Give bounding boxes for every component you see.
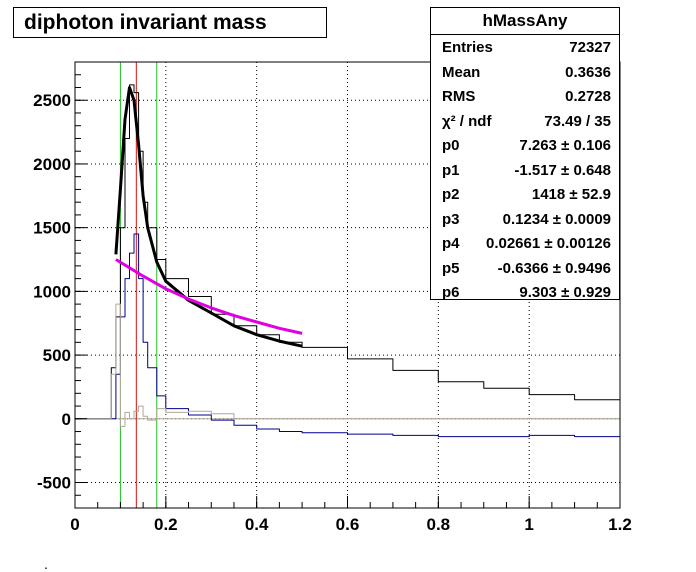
stats-row: p5 -0.6366 ± 0.9496 (431, 257, 619, 281)
series-histogram-sideband (75, 303, 620, 427)
stats-value: 0.2728 (565, 88, 611, 105)
x-axis: 0 0.2 0.4 0.6 0.8 1 1.2 (70, 496, 632, 534)
stats-value: -0.6366 ± 0.9496 (497, 259, 611, 277)
stats-value: 0.1234 ± 0.0009 (502, 210, 611, 228)
stats-value: 72327 (569, 39, 611, 56)
stats-key: p1 (442, 161, 460, 179)
stats-key: p3 (442, 210, 460, 228)
stats-row: p3 0.1234 ± 0.0009 (431, 208, 619, 232)
x-tick-label: 1 (524, 515, 533, 534)
stats-value: -1.517 ± 0.648 (514, 161, 611, 179)
stats-key: Mean (442, 63, 481, 81)
series-fit-total (114, 86, 303, 348)
footer-mark: . (44, 556, 48, 572)
chart-title-box: diphoton invariant mass (13, 7, 327, 38)
y-tick-label: 1000 (33, 282, 71, 301)
stats-row: p4 0.02661 ± 0.00126 (431, 232, 619, 256)
stats-value: 9.303 ± 0.929 (519, 284, 611, 301)
stats-box: hMassAny Entries 72327 Mean 0.3636 RMS 0.2728… (430, 7, 620, 301)
stats-row: p1 -1.517 ± 0.648 (431, 159, 619, 183)
stats-key: Entries (442, 39, 493, 56)
stats-value: 7.263 ± 0.106 (519, 137, 611, 154)
y-tick-label: -500 (37, 474, 71, 493)
y-tick-label: 2000 (33, 155, 71, 174)
stats-value: 1418 ± 52.9 (531, 186, 611, 203)
stats-row: p2 1418 ± 52.9 (431, 183, 619, 207)
stats-row: p6 9.303 ± 0.929 (431, 281, 619, 305)
stats-key: p0 (442, 137, 460, 154)
y-tick-label: 2500 (33, 91, 71, 110)
x-tick-label: 0 (70, 515, 79, 534)
y-tick-label: 1500 (33, 219, 71, 238)
stats-row: χ² / ndf 73.49 / 35 (431, 110, 619, 134)
series-fit-background (115, 258, 303, 335)
stats-value: 0.02661 ± 0.00126 (485, 235, 611, 252)
x-tick-label: 0.6 (336, 515, 360, 534)
stats-row: p0 7.263 ± 0.106 (431, 134, 619, 158)
series-histogram-background-subtracted (75, 233, 621, 438)
stats-key: RMS (442, 88, 476, 105)
chart-title: diphoton invariant mass (24, 11, 267, 34)
stats-row: Mean 0.3636 (431, 61, 619, 85)
stats-key: χ² / ndf (442, 112, 492, 130)
stats-value: 73.49 / 35 (544, 112, 611, 130)
stats-key: p4 (442, 235, 460, 252)
stats-box-name: hMassAny (431, 8, 619, 35)
y-tick-label: 0 (62, 410, 71, 429)
y-axis: -500 0 500 1000 1500 2000 2500 (33, 61, 87, 509)
y-tick-label: 500 (43, 346, 71, 365)
series-group (75, 84, 621, 438)
x-tick-label: 0.2 (154, 515, 178, 534)
stats-key: p6 (442, 284, 460, 301)
stats-value: 0.3636 (565, 63, 611, 81)
stats-key: p2 (442, 186, 460, 203)
stats-row: RMS 0.2728 (431, 85, 619, 109)
x-tick-label: 0.4 (245, 515, 269, 534)
x-tick-label: 1.2 (608, 515, 632, 534)
stats-row: Entries 72327 (431, 36, 619, 60)
stats-key: p5 (442, 259, 460, 277)
x-tick-label: 0.8 (427, 515, 451, 534)
